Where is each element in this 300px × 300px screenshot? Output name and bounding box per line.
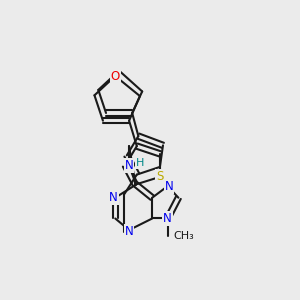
Text: N: N bbox=[125, 159, 134, 172]
Text: CH₃: CH₃ bbox=[174, 231, 194, 241]
Text: O: O bbox=[111, 70, 120, 83]
Text: N: N bbox=[109, 191, 118, 204]
Text: H: H bbox=[136, 158, 144, 168]
Text: N: N bbox=[125, 225, 134, 238]
Text: N: N bbox=[163, 212, 172, 225]
Text: S: S bbox=[156, 170, 164, 183]
Text: N: N bbox=[165, 180, 173, 193]
